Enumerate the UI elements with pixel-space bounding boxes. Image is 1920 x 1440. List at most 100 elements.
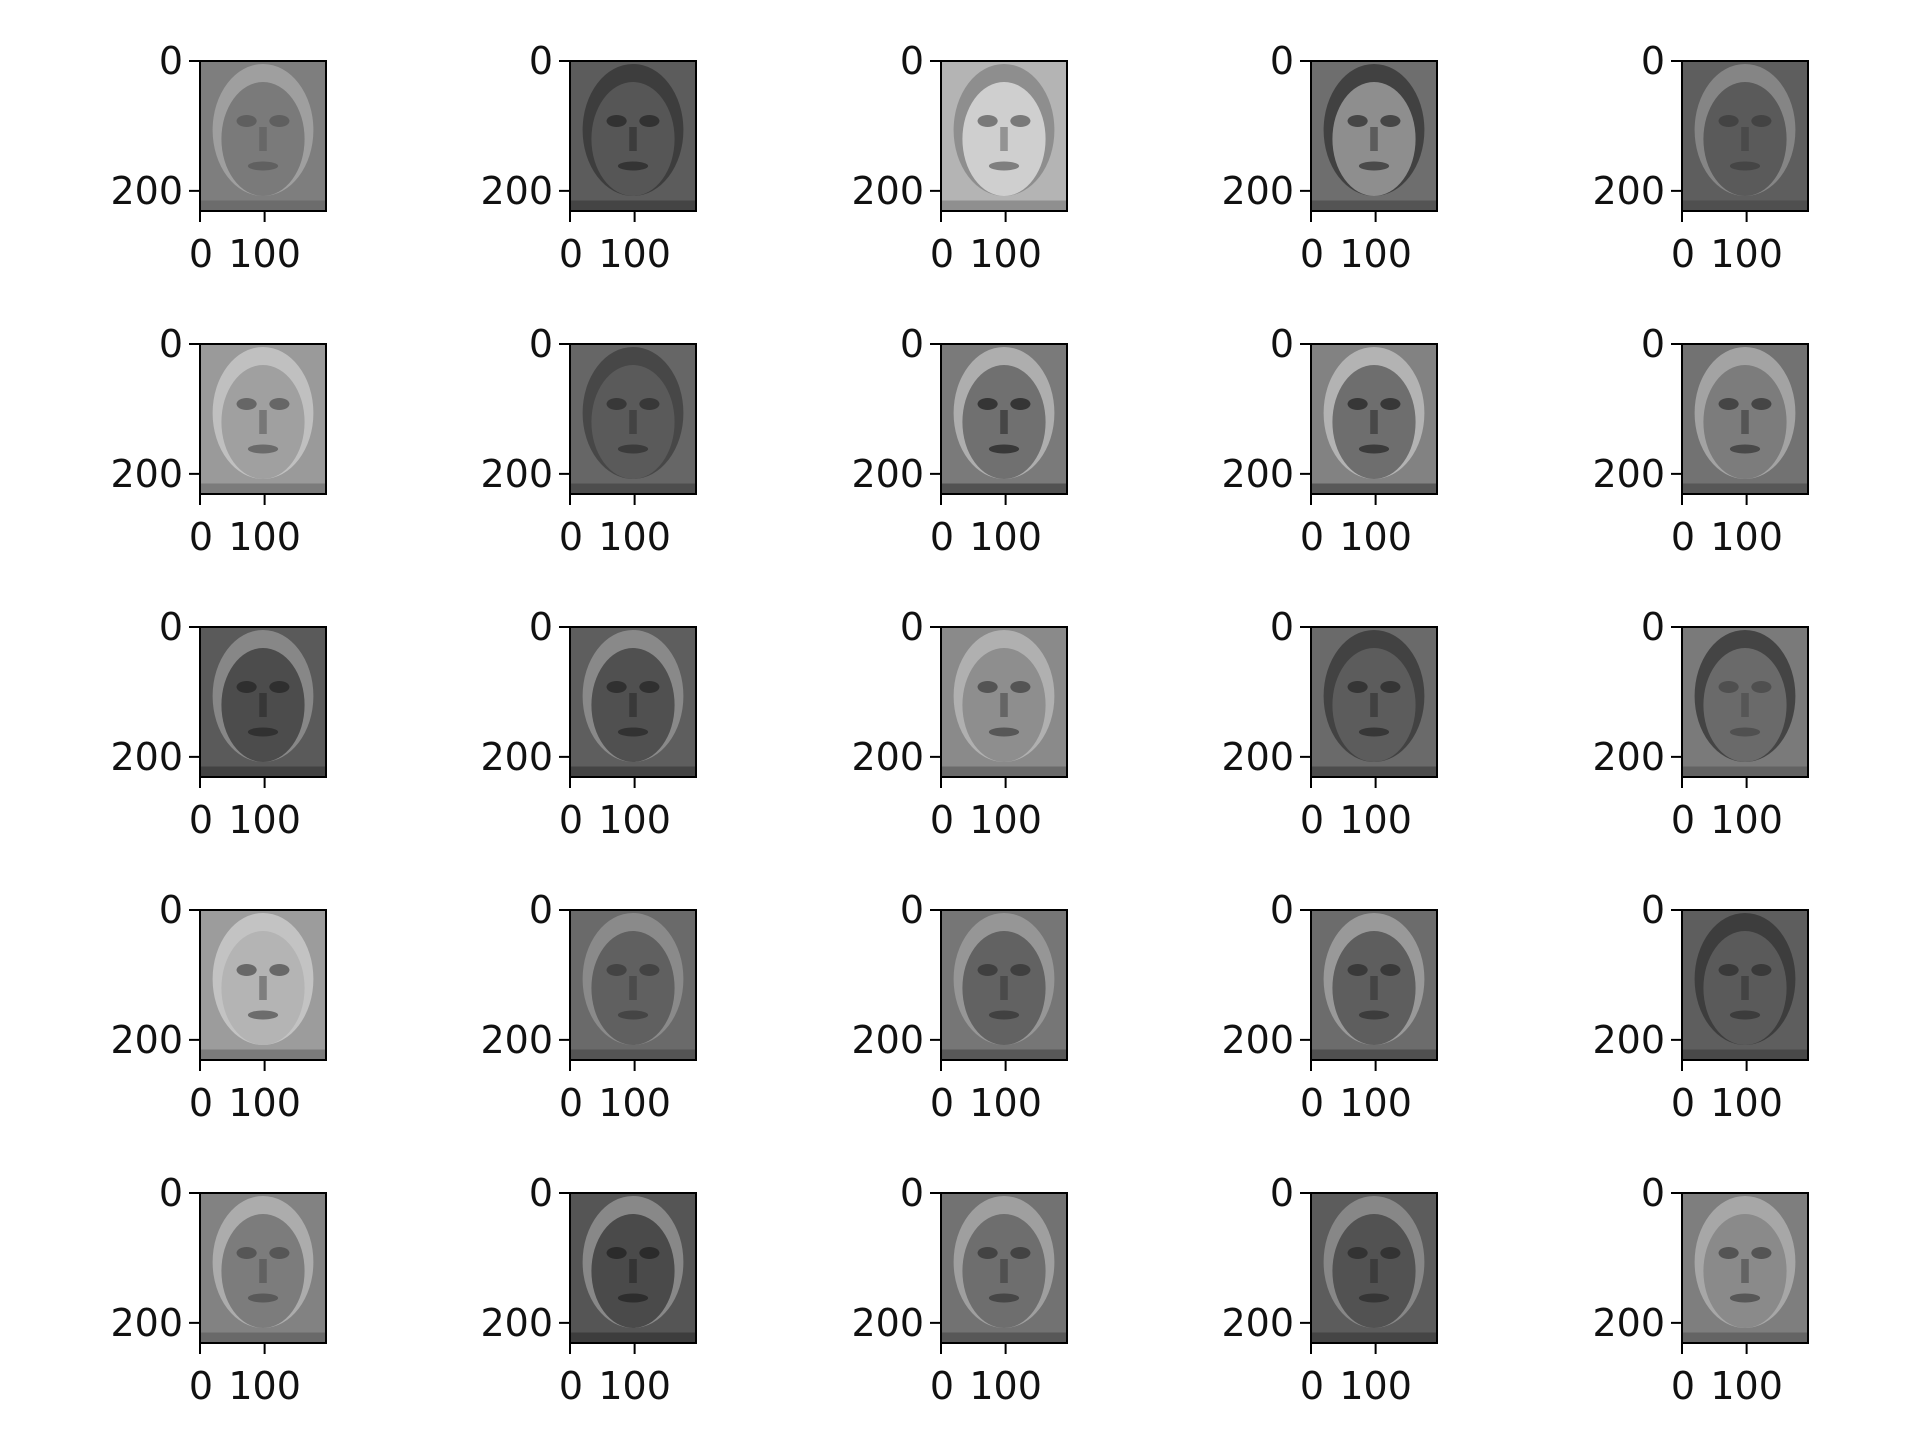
- eigenface-image: [1682, 1193, 1808, 1343]
- x-tick-label: 100: [969, 1364, 1042, 1408]
- x-tick-label: 0: [559, 515, 583, 559]
- y-tick-label: 0: [1270, 888, 1294, 932]
- x-tick-label: 100: [598, 515, 671, 559]
- y-tick-label: 0: [900, 1171, 924, 1215]
- x-tick-label: 100: [1710, 1081, 1783, 1125]
- y-tick-label: 200: [851, 452, 924, 496]
- eigenface-image: [941, 627, 1067, 777]
- x-tick-label: 100: [1339, 1081, 1412, 1125]
- x-tick-label: 0: [1300, 1364, 1324, 1408]
- y-tick-label: 0: [1641, 39, 1665, 83]
- axes-frame: [1310, 1192, 1438, 1344]
- x-tick-label: 0: [189, 1081, 213, 1125]
- axes-frame: [199, 626, 327, 778]
- eigenface-image: [941, 1193, 1067, 1343]
- eigenface-image: [1682, 627, 1808, 777]
- y-tick-label: 200: [110, 1018, 183, 1062]
- y-tick-label: 200: [851, 169, 924, 213]
- x-tick-label: 0: [930, 1081, 954, 1125]
- y-tick-label: 200: [1221, 169, 1294, 213]
- x-tick-label: 0: [559, 1081, 583, 1125]
- x-tick-label: 100: [969, 515, 1042, 559]
- x-tick-label: 100: [598, 1081, 671, 1125]
- eigenface-image: [200, 61, 326, 211]
- y-tick-label: 200: [1592, 735, 1665, 779]
- y-tick-label: 200: [480, 452, 553, 496]
- x-tick-label: 0: [1671, 798, 1695, 842]
- eigenface-image: [570, 344, 696, 494]
- axes-frame: [940, 60, 1068, 212]
- x-tick-label: 100: [228, 1081, 301, 1125]
- y-tick-label: 0: [1641, 888, 1665, 932]
- x-tick-label: 0: [1671, 515, 1695, 559]
- eigenface-image: [941, 910, 1067, 1060]
- y-tick-label: 200: [1221, 735, 1294, 779]
- eigenface-image: [1311, 61, 1437, 211]
- axes-frame: [1681, 909, 1809, 1061]
- y-tick-label: 0: [900, 888, 924, 932]
- x-tick-label: 100: [1710, 1364, 1783, 1408]
- y-tick-label: 0: [1641, 1171, 1665, 1215]
- x-tick-label: 0: [1300, 515, 1324, 559]
- y-tick-label: 200: [851, 1301, 924, 1345]
- x-tick-label: 100: [1339, 515, 1412, 559]
- axes-frame: [199, 909, 327, 1061]
- x-tick-label: 100: [598, 798, 671, 842]
- y-tick-label: 200: [480, 1018, 553, 1062]
- x-tick-label: 0: [189, 798, 213, 842]
- x-tick-label: 0: [930, 1364, 954, 1408]
- x-tick-label: 100: [1339, 232, 1412, 276]
- y-tick-label: 0: [529, 605, 553, 649]
- y-tick-label: 0: [529, 1171, 553, 1215]
- x-tick-label: 0: [189, 1364, 213, 1408]
- x-tick-label: 100: [1710, 515, 1783, 559]
- x-tick-label: 0: [930, 798, 954, 842]
- x-tick-label: 0: [559, 232, 583, 276]
- eigenface-image: [200, 910, 326, 1060]
- y-tick-label: 200: [851, 735, 924, 779]
- x-tick-label: 0: [189, 232, 213, 276]
- y-tick-label: 0: [900, 322, 924, 366]
- axes-frame: [1310, 626, 1438, 778]
- eigenface-image: [570, 61, 696, 211]
- y-tick-label: 200: [1221, 1018, 1294, 1062]
- y-tick-label: 200: [1221, 452, 1294, 496]
- y-tick-label: 200: [1592, 452, 1665, 496]
- y-tick-label: 200: [1592, 1018, 1665, 1062]
- y-tick-label: 0: [159, 605, 183, 649]
- x-tick-label: 0: [559, 1364, 583, 1408]
- y-tick-label: 200: [110, 1301, 183, 1345]
- axes-frame: [569, 909, 697, 1061]
- y-tick-label: 0: [1641, 322, 1665, 366]
- y-tick-label: 0: [900, 39, 924, 83]
- x-tick-label: 0: [559, 798, 583, 842]
- x-tick-label: 0: [1671, 1364, 1695, 1408]
- x-tick-label: 0: [1671, 232, 1695, 276]
- x-tick-label: 0: [189, 515, 213, 559]
- axes-frame: [1681, 343, 1809, 495]
- y-tick-label: 0: [1270, 605, 1294, 649]
- axes-frame: [199, 1192, 327, 1344]
- axes-frame: [569, 60, 697, 212]
- axes-frame: [940, 909, 1068, 1061]
- x-tick-label: 100: [1339, 1364, 1412, 1408]
- axes-frame: [1310, 909, 1438, 1061]
- eigenface-image: [200, 627, 326, 777]
- x-tick-label: 0: [1300, 798, 1324, 842]
